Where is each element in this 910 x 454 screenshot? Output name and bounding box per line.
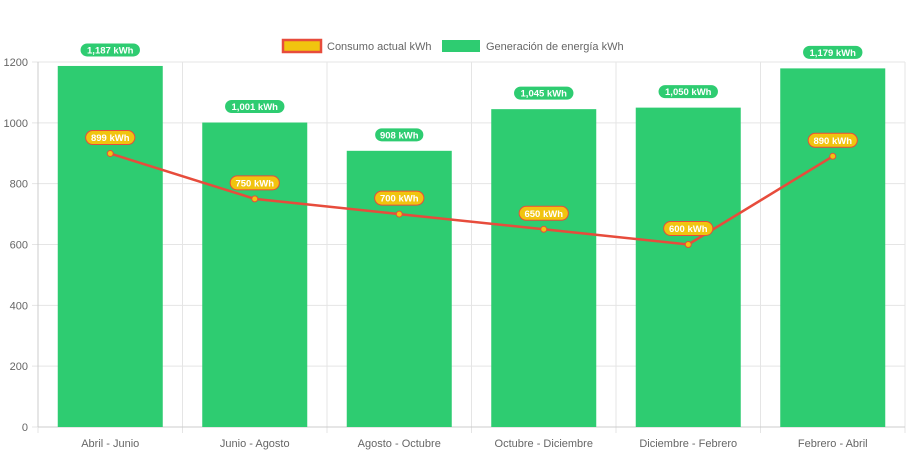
line-data-label: 650 kWh <box>524 209 563 220</box>
line-data-label: 890 kWh <box>813 136 852 147</box>
line-data-label-bg <box>518 205 569 221</box>
bar-data-label: 1,045 kWh <box>521 89 568 100</box>
line-data-label: 600 kWh <box>669 224 708 235</box>
bar-data-label-bg <box>802 44 864 60</box>
bar-data-label: 1,187 kWh <box>87 45 134 56</box>
bar-data-label-bg <box>374 127 425 143</box>
x-tick-label: Agosto - Octubre <box>358 438 441 450</box>
line-data-label-bg <box>663 221 714 236</box>
bar-data-label-bg <box>657 84 719 100</box>
bar-data-label: 1,050 kWh <box>665 87 712 98</box>
bar <box>57 65 163 428</box>
legend-label-generacion: Generación de energía kWh <box>486 41 624 53</box>
line-data-label-bg <box>229 175 280 191</box>
line-point <box>395 210 403 218</box>
bar <box>780 68 886 427</box>
line-data-label: 899 kWh <box>91 133 130 144</box>
bar-data-label-bg <box>513 85 575 101</box>
x-tick-label: Diciembre - Febrero <box>639 438 737 450</box>
line-point <box>684 241 692 248</box>
y-tick-label: 1000 <box>4 118 28 130</box>
bar-data-label-bg <box>79 42 141 58</box>
line-point <box>829 152 837 160</box>
x-tick-label: Febrero - Abril <box>798 438 868 450</box>
line-data-label: 750 kWh <box>235 178 274 189</box>
bar <box>491 109 597 427</box>
bar <box>635 107 741 427</box>
legend-swatch-consumo <box>281 38 323 54</box>
line-point <box>540 225 548 233</box>
legend-swatch-generacion <box>442 40 480 52</box>
legend-label-consumo: Consumo actual kWh <box>327 41 432 53</box>
y-tick-label: 1200 <box>4 57 28 69</box>
bar <box>202 122 308 427</box>
line-data-label-bg <box>807 132 858 148</box>
bar-data-label: 908 kWh <box>380 130 419 141</box>
y-tick-label: 0 <box>22 422 28 434</box>
x-tick-label: Abril - Junio <box>81 438 139 450</box>
line-data-label-bg <box>374 190 425 206</box>
y-tick-label: 600 <box>10 240 28 252</box>
x-tick-label: Octubre - Diciembre <box>495 438 593 450</box>
line-point <box>251 195 259 203</box>
x-tick-label: Junio - Agosto <box>220 438 290 450</box>
bar-data-label: 1,001 kWh <box>232 102 279 113</box>
line-point <box>106 150 114 158</box>
line-data-label: 700 kWh <box>380 194 419 205</box>
y-tick-label: 200 <box>10 361 28 373</box>
bar-data-label-bg <box>224 99 286 115</box>
y-tick-label: 400 <box>10 300 28 312</box>
y-tick-label: 800 <box>10 179 28 191</box>
bar-data-label: 1,179 kWh <box>810 48 857 59</box>
line-data-label-bg <box>85 130 136 146</box>
